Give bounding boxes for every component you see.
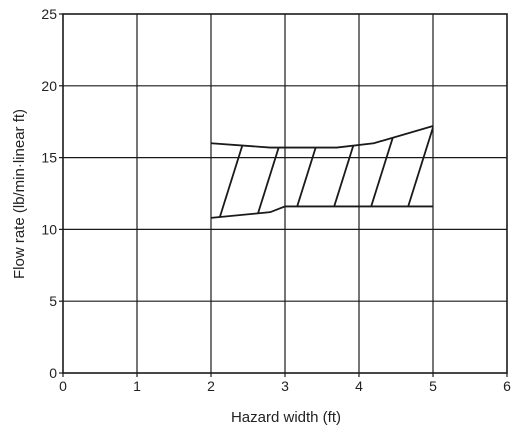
y-tick-label: 10 [41, 221, 57, 237]
lower-boundary-line [210, 205, 433, 219]
chart-grid [63, 14, 507, 373]
hatch-line [291, 126, 325, 218]
y-axis-title: Flow rate (lb/min·linear ft) [11, 109, 28, 279]
x-tick-label: 1 [133, 378, 141, 394]
hatch-line [211, 126, 214, 218]
x-tick-label: 0 [59, 378, 67, 394]
hatch-line [402, 126, 433, 218]
x-tick-label: 2 [207, 378, 215, 394]
x-axis-title: Hazard width (ft) [231, 409, 341, 426]
y-axis-tick-labels: 0 5 10 15 20 25 [41, 6, 57, 381]
hatch-line [217, 126, 251, 218]
x-axis-tick-labels: 0 1 2 3 4 5 6 [59, 378, 511, 394]
hatch-line [477, 121, 509, 223]
y-tick-label: 5 [49, 293, 57, 309]
hatch-line [365, 126, 399, 218]
hatch-line [440, 121, 472, 223]
hatch-lines [211, 121, 509, 223]
y-tick-label: 25 [41, 6, 57, 22]
x-tick-label: 3 [281, 378, 289, 394]
y-tick-label: 0 [49, 365, 57, 381]
x-tick-label: 6 [503, 378, 511, 394]
hatch-line [328, 126, 362, 218]
y-tick-label: 15 [41, 150, 57, 166]
x-tick-label: 5 [429, 378, 437, 394]
x-tick-label: 4 [355, 378, 363, 394]
y-tick-label: 20 [41, 78, 57, 94]
tick-marks [59, 13, 508, 377]
flow-rate-region [210, 121, 509, 223]
upper-boundary-line [210, 125, 434, 149]
